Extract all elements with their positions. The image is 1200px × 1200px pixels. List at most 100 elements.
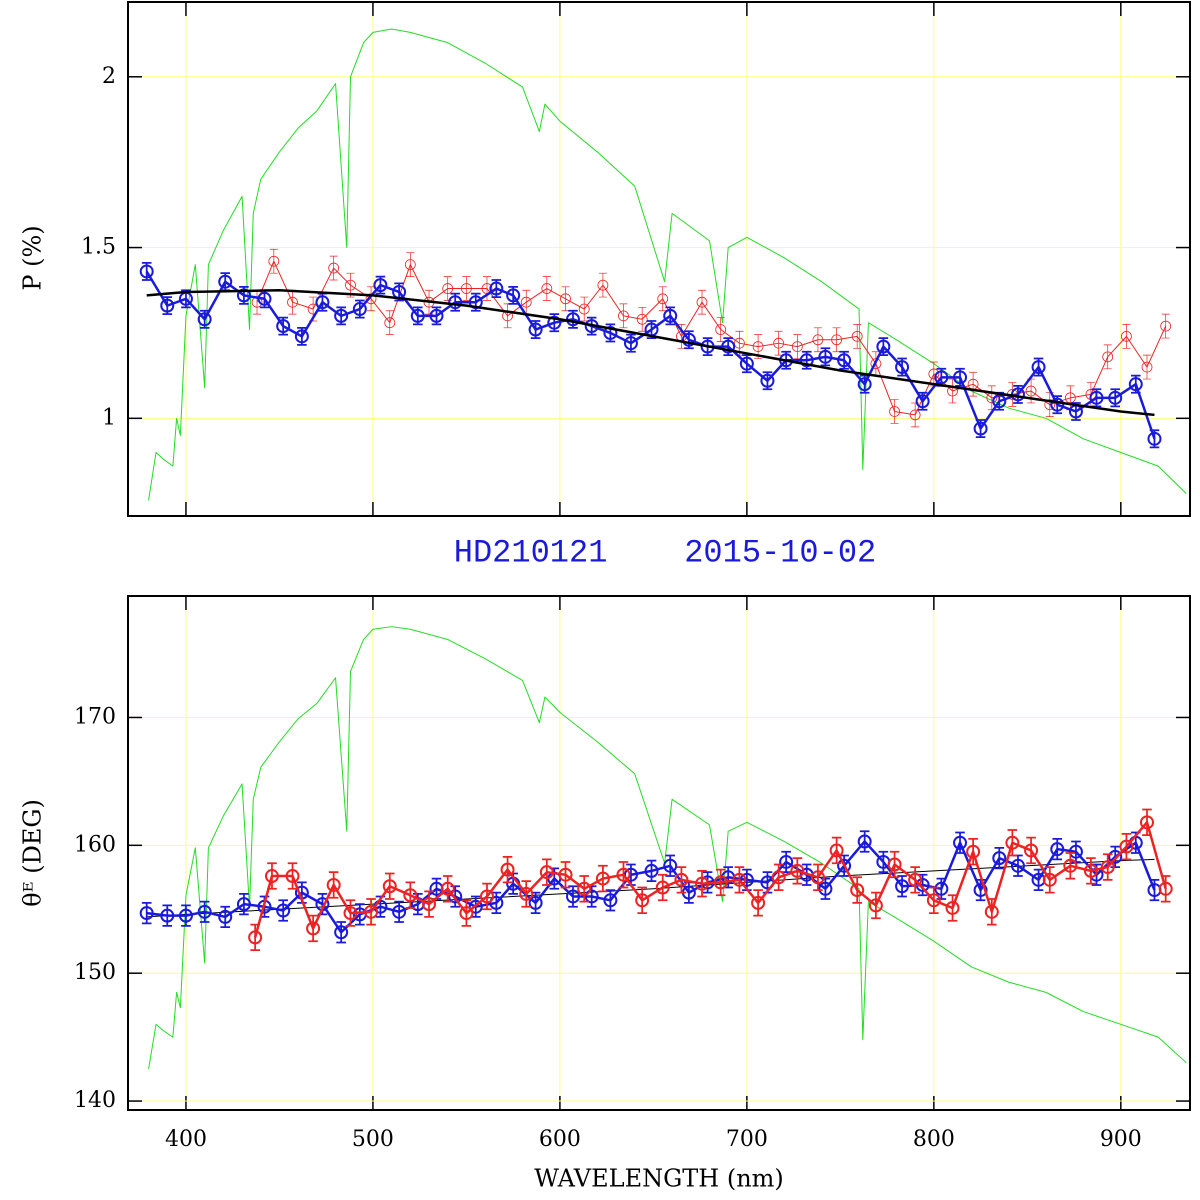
data-point [966,844,981,859]
data-point [382,879,397,894]
data-point [597,279,609,291]
data-point [448,889,463,904]
data-point [285,869,300,884]
error-bar [618,861,629,889]
data-point [1119,839,1134,854]
error-bar [561,286,570,312]
error-bar [813,863,823,891]
error-bar [859,830,870,853]
data-point [520,296,532,308]
data-point [1158,881,1173,896]
data-point [791,341,803,353]
error-bar [698,289,707,315]
data-point [868,898,883,913]
plot-frame [127,595,1191,1111]
data-point [771,870,786,885]
data-point [635,893,650,908]
data-point [236,897,251,912]
data-point [733,337,745,349]
data-point [934,370,949,385]
data-point [528,322,543,337]
data-point [404,259,416,271]
error-bar [1007,829,1018,857]
error-bar [774,330,783,356]
y-tick-label: 2 [102,64,116,89]
data-point [257,291,272,306]
error-bar [658,286,667,312]
x-tick-label: 700 [726,1127,768,1152]
x-axis-label: WAVELENGTH (nm) [534,1165,784,1193]
data-point [178,908,193,923]
error-bar [853,324,862,349]
data-point [644,863,659,878]
data-point [603,325,618,340]
data-point [422,897,437,912]
data-point [928,368,940,380]
x-tick-label: 600 [539,1127,581,1152]
y-axis-label: P (%) [19,225,47,290]
error-bar [405,881,416,909]
data-point [934,881,949,896]
data-point [1083,863,1098,878]
error-bar [657,873,668,902]
series-line [148,28,1187,501]
data-point [326,877,341,892]
error-bar [461,899,472,927]
data-point [197,904,212,919]
y-tick-label: 1 [102,405,116,430]
data-point [410,308,425,323]
data-point [459,906,474,921]
data-point [440,881,455,896]
error-bar [697,870,707,898]
data-point [392,904,407,919]
data-point [1108,849,1123,864]
x-tick-label: 500 [352,1127,394,1152]
error-bar [1086,857,1096,885]
data-point [732,872,747,887]
data-point [773,337,785,349]
data-point [618,310,629,322]
data-point [560,293,571,305]
error-bar [716,317,725,342]
error-bar [308,914,318,943]
data-point [276,903,291,918]
error-bar [1103,344,1112,370]
x-tick-label: 400 [165,1127,207,1152]
error-bar [1121,832,1132,861]
data-point [870,358,882,370]
data-point [328,262,340,274]
data-point [1128,377,1143,392]
data-point [345,279,356,291]
data-point [812,334,824,346]
data-point [837,353,852,368]
data-point [818,349,833,364]
error-bar [947,894,958,922]
series-line [253,821,1167,938]
data-point [315,295,330,310]
data-point [926,893,941,908]
data-point [831,334,843,346]
error-bar [598,864,608,893]
error-bar [521,880,532,908]
error-bar [852,876,862,904]
error-bar [948,378,957,404]
y-tick-label: 160 [74,832,116,857]
data-point [992,851,1007,866]
error-bar [676,866,687,894]
data-point [713,875,728,890]
data-point [384,317,396,329]
data-point [268,255,280,267]
error-bar [1026,836,1036,865]
error-bar [482,882,492,911]
error-bar [832,327,841,353]
data-point [1160,320,1172,332]
data-point [578,303,590,315]
series-line [148,626,1187,1070]
data-point [908,872,923,887]
data-point [276,319,291,334]
data-point [953,835,968,850]
data-point [547,315,562,330]
data-point [876,339,891,354]
data-point [799,353,814,368]
data-point [681,332,696,347]
